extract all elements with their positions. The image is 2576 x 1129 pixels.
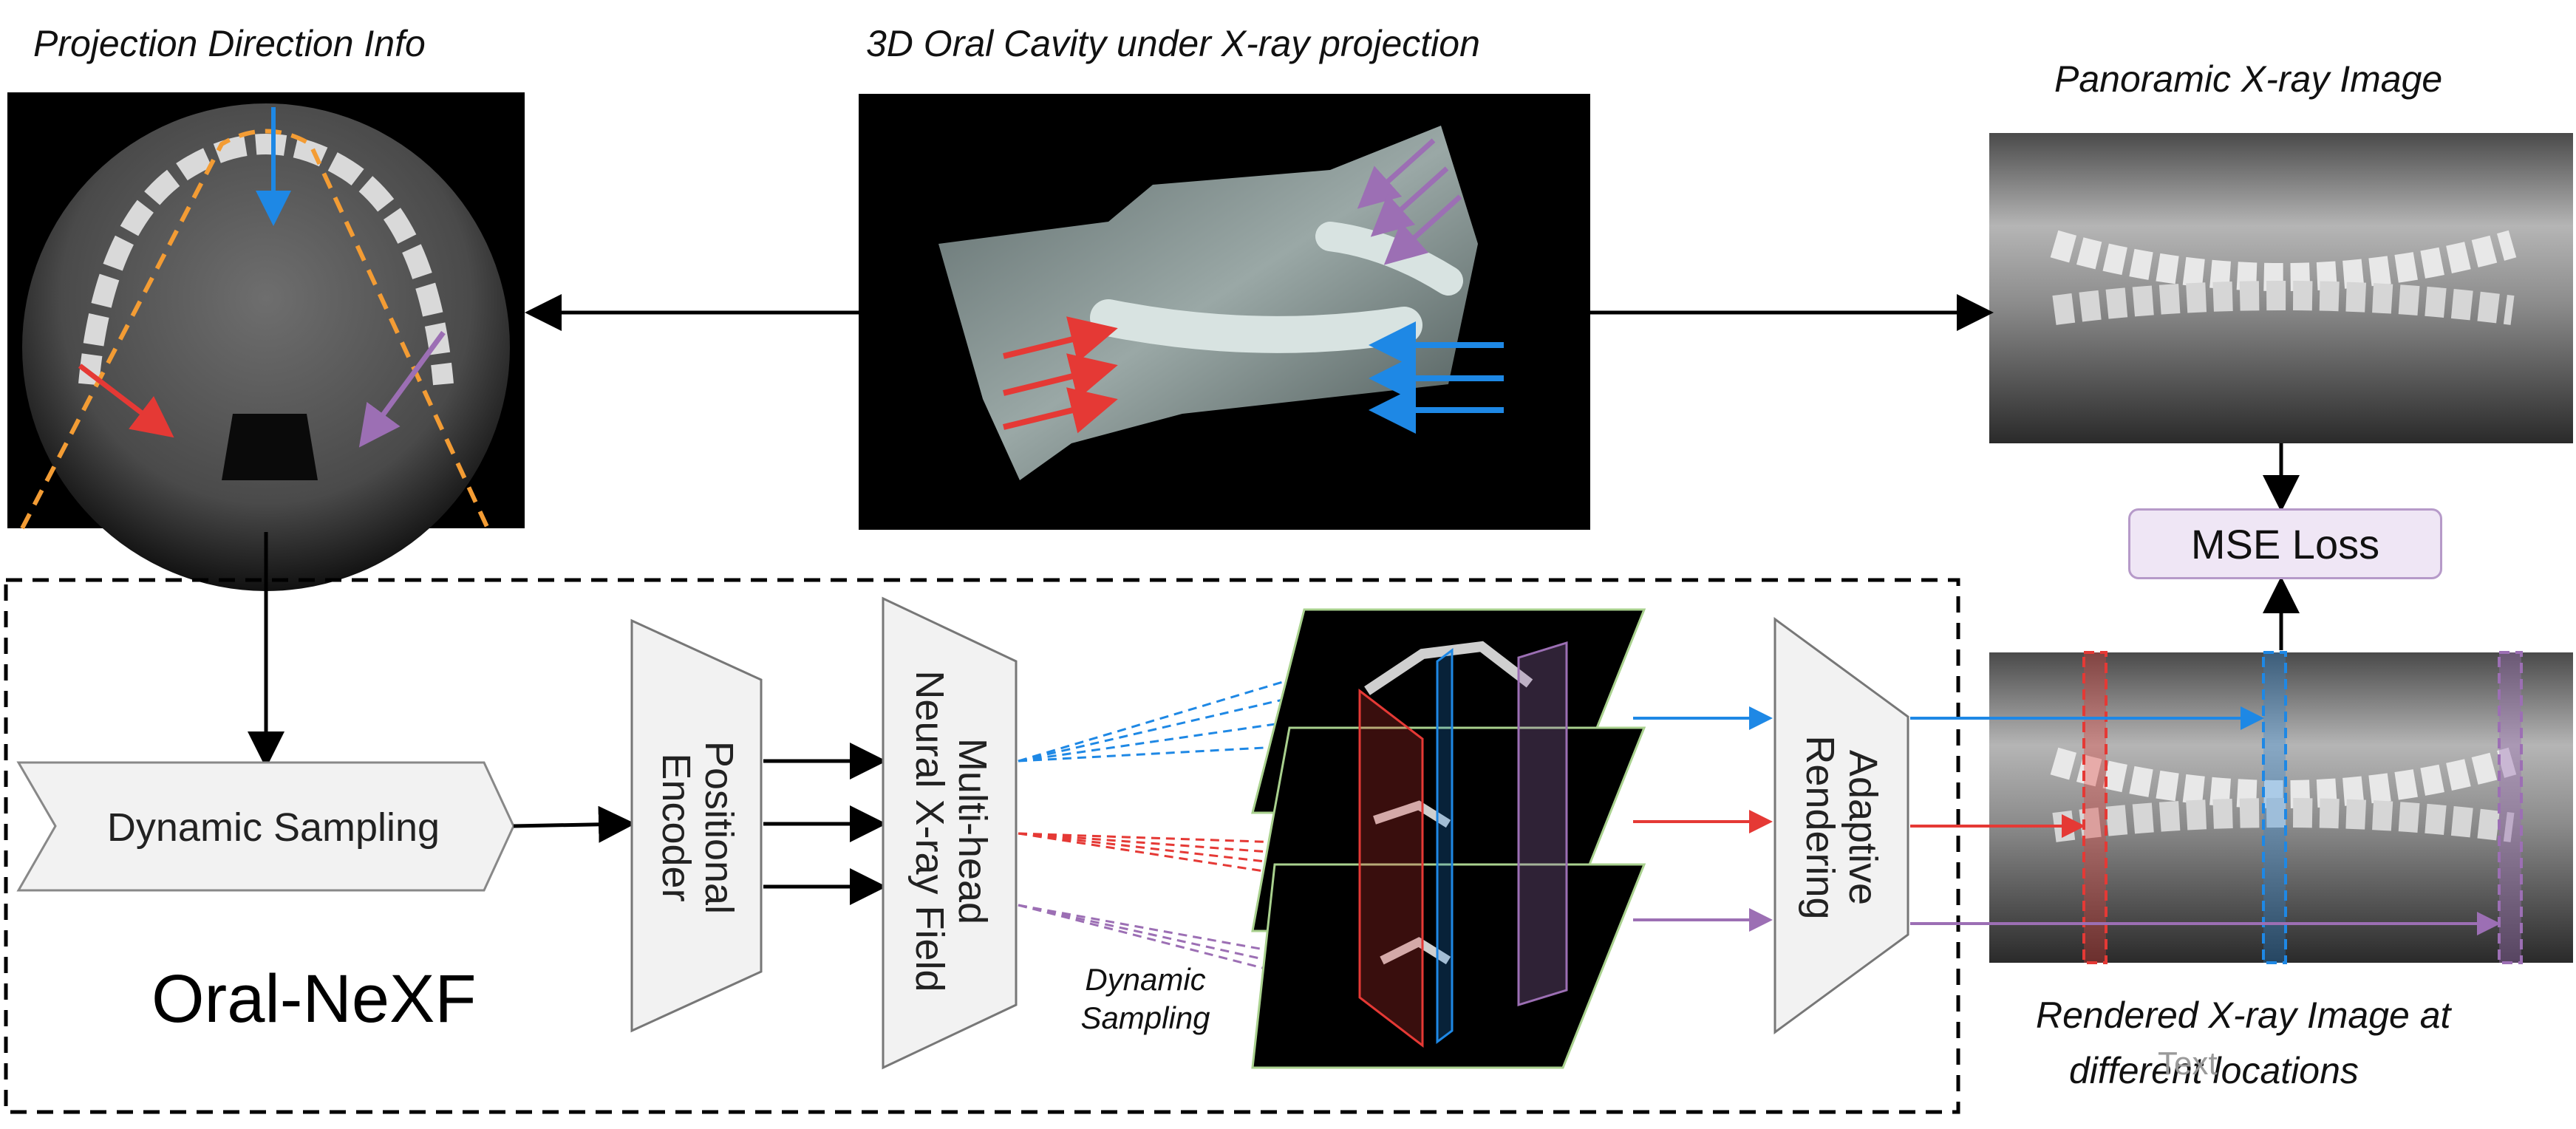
rendered-xray-image [1989,651,2573,964]
dynamic-sampling-caption: Dynamic Sampling [1080,962,1210,1035]
oral-nexf-framework-box [4,578,1960,1114]
red-direction-arrow [78,364,174,438]
dynamic-sampling-shape [16,761,515,892]
oral-cavity-3d-image [859,94,1590,530]
caption-rendered-line2: different locations [2069,1050,2359,1091]
ct-axial-image [7,92,525,591]
red-render-strip [2082,651,2108,964]
caption-panoramic: Panoramic X-ray Image [2054,58,2443,100]
arrow-to-encoder [513,805,636,843]
framework-name: Oral-NeXF [151,961,477,1037]
blue-render-strip [2262,651,2287,964]
caption-projection-direction: Projection Direction Info [33,23,426,64]
watermark-text: Text [2158,1046,2218,1082]
positional-encoder-label: Positional Encoder [654,740,741,915]
purple-direction-arrow [358,330,446,448]
purple-render-strip [2498,651,2523,964]
positional-encoder-shape [630,618,763,1033]
neural-field-label: Multi-head Neural X-ray Field [907,670,995,992]
dynamic-sampling-label: Dynamic Sampling [106,805,440,850]
adaptive-rendering-label: Adaptive Rendering [1798,735,1885,920]
neural-field-shape [882,596,1018,1070]
projection-curve [20,129,490,530]
caption-rendered-line1: Rendered X-ray Image at [2036,995,2451,1036]
adaptive-rendering-shape [1773,617,1909,1034]
stacked-ct-slices [1251,608,1646,1069]
mse-loss-box: MSE Loss [2128,508,2442,579]
caption-oral-cavity: 3D Oral Cavity under X-ray projection [866,23,1480,64]
panoramic-xray-image [1989,133,2573,443]
